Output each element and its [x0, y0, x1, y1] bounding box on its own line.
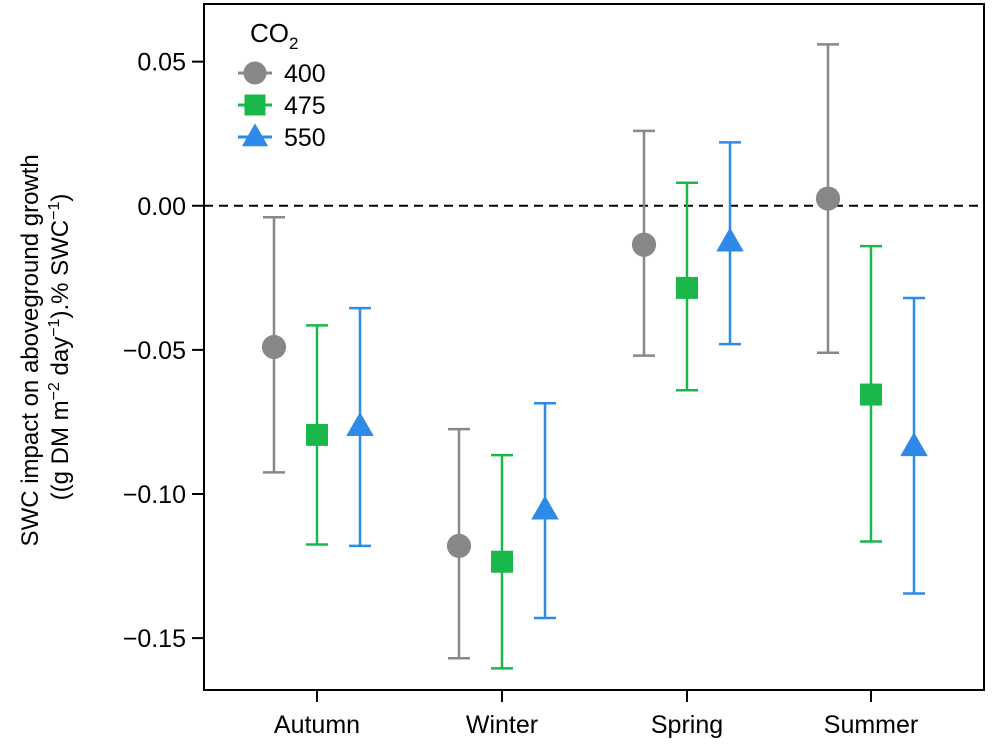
data-point-circle [446, 533, 472, 558]
x-tick-label: Winter [466, 711, 538, 739]
y-label-text: ) [47, 194, 74, 202]
data-point-triangle [716, 227, 744, 252]
y-label-superscript: −2 [46, 382, 63, 400]
legend-label: 475 [284, 92, 326, 120]
data-point-circle [261, 334, 287, 360]
data-point-square [860, 383, 882, 406]
legend-title: CO2 [250, 18, 298, 53]
y-tick-label: −0.05 [123, 337, 186, 365]
data-point-square [676, 276, 698, 299]
legend: CO2 400 475 550 [238, 18, 326, 152]
plot-frame [203, 3, 985, 691]
y-tick-label: 0.05 [137, 49, 186, 77]
y-label-text: day [47, 337, 74, 382]
y-label-superscript: −1 [46, 318, 63, 336]
data-point-square [306, 423, 328, 446]
legend-marker-circle [243, 61, 267, 85]
data-point-triangle [346, 411, 374, 436]
y-label-text: ).% SWC [47, 220, 74, 319]
data-point-triangle [531, 495, 559, 520]
legend-label: 400 [284, 60, 326, 88]
x-axis: Autumn Winter Spring Summer [274, 690, 918, 739]
y-tick-label: −0.10 [123, 481, 186, 509]
y-axis: 0.05 0.00 −0.05 −0.10 −0.15 [123, 49, 204, 653]
legend-label: 550 [284, 124, 326, 152]
x-tick-label: Autumn [274, 711, 360, 739]
y-label-superscript: −1 [46, 202, 63, 220]
y-axis-label: SWC impact on aboveground growth ((g DM … [17, 148, 74, 547]
data-point-triangle [900, 432, 928, 457]
y-axis-label-line2: ((g DM m−2 day−1).% SWC−1) [46, 194, 74, 501]
legend-marker-triangle [241, 123, 269, 147]
data-point-circle [815, 186, 841, 211]
legend-marker-square [244, 94, 266, 116]
x-tick-label: Spring [651, 711, 723, 739]
data-marks [261, 43, 928, 670]
y-axis-label-line1: SWC impact on aboveground growth [17, 154, 44, 546]
y-label-text: ((g DM m [47, 400, 74, 500]
data-point-circle [631, 232, 657, 257]
y-tick-label: −0.15 [123, 625, 186, 653]
data-point-square [491, 550, 513, 573]
x-tick-label: Summer [824, 711, 918, 739]
y-tick-label: 0.00 [137, 193, 186, 221]
